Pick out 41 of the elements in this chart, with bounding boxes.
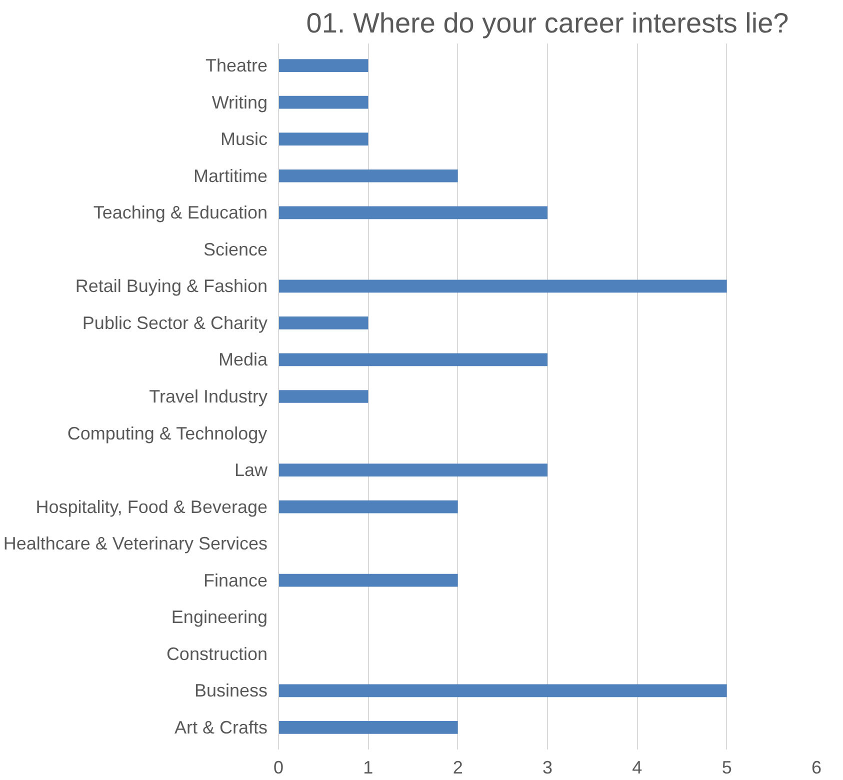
y-tick-label: Science <box>203 239 268 260</box>
y-tick-label: Public Sector & Charity <box>82 312 268 333</box>
y-tick-label: Writing <box>212 92 268 112</box>
y-tick-label: Engineering <box>171 607 268 628</box>
bar <box>278 169 458 182</box>
y-tick-label: Law <box>234 460 268 480</box>
bar <box>278 353 548 366</box>
y-tick-label: Teaching & Education <box>93 202 268 223</box>
y-tick-label: Martitime <box>193 166 268 186</box>
bar <box>278 96 368 109</box>
y-tick-label: Media <box>218 350 268 370</box>
y-tick-label: Healthcare & Veterinary Services <box>3 534 268 554</box>
y-tick-label: Finance <box>203 570 268 590</box>
y-tick-label: Computing & Technology <box>67 423 268 444</box>
y-tick-label: Art & Crafts <box>174 717 268 738</box>
bar <box>278 390 368 403</box>
bar <box>278 316 368 330</box>
bar <box>278 500 458 514</box>
bar <box>278 464 548 476</box>
bar <box>278 59 368 72</box>
x-tick-label: 3 <box>542 758 553 778</box>
chart-title: 01. Where do your career interests lie? <box>306 8 789 38</box>
x-tick-label: 5 <box>722 758 732 778</box>
x-tick-label: 1 <box>363 758 374 778</box>
y-tick-label: Construction <box>166 644 268 664</box>
bar <box>278 280 727 293</box>
y-tick-label: Retail Buying & Fashion <box>75 276 268 296</box>
y-tick-label: Theatre <box>205 56 268 76</box>
x-tick-label: 2 <box>452 758 463 778</box>
x-tick-label: 4 <box>632 758 642 778</box>
y-tick-label: Travel Industry <box>149 386 268 406</box>
bar <box>278 132 368 146</box>
y-tick-label: Music <box>220 129 268 150</box>
y-tick-label: Hospitality, Food & Beverage <box>36 496 268 517</box>
x-tick-label: 0 <box>273 758 284 778</box>
x-tick-label: 6 <box>811 758 822 778</box>
y-tick-label: Business <box>194 680 268 701</box>
bar <box>278 684 727 698</box>
bar <box>278 206 548 220</box>
bar <box>278 574 458 587</box>
bar <box>278 721 458 734</box>
